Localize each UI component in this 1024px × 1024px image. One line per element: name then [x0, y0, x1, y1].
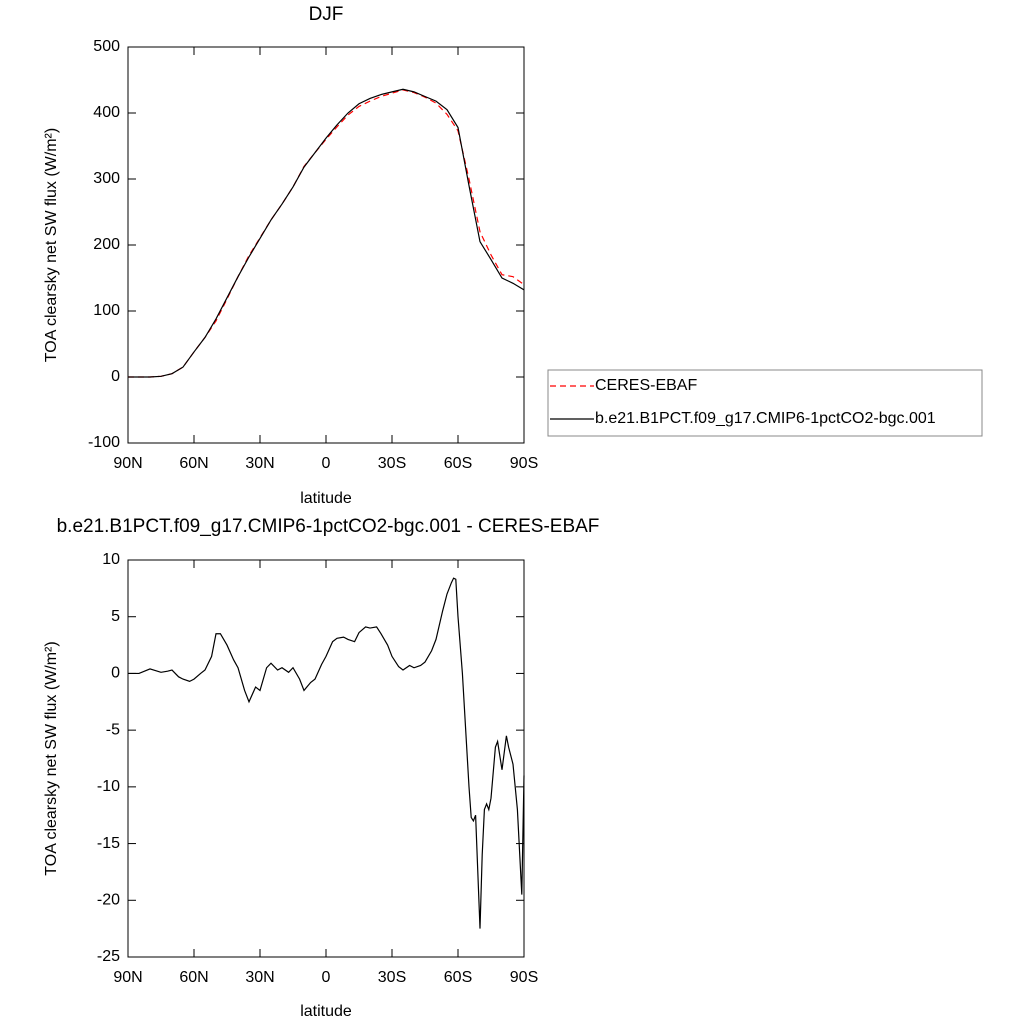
data-line — [128, 89, 525, 378]
y-tick-label: -100 — [88, 434, 120, 451]
y-tick-label: 300 — [93, 170, 120, 187]
x-tick-label: 60S — [444, 969, 472, 986]
x-tick-label: 30S — [378, 969, 406, 986]
y-tick-label: -25 — [97, 948, 120, 965]
y-tick-label: 5 — [111, 608, 120, 625]
legend-label: b.e21.B1PCT.f09_g17.CMIP6-1pctCO2-bgc.00… — [595, 410, 936, 427]
x-tick-label: 60N — [179, 969, 208, 986]
y-tick-label: -20 — [97, 892, 120, 909]
y-tick-label: 0 — [111, 665, 120, 682]
x-tick-label: 90S — [510, 969, 538, 986]
x-axis-label: latitude — [300, 1003, 352, 1020]
x-tick-label: 30N — [245, 455, 274, 472]
data-line — [128, 577, 525, 929]
y-tick-label: -10 — [97, 778, 120, 795]
x-tick-label: 0 — [322, 969, 331, 986]
x-tick-label: 90N — [113, 969, 142, 986]
data-line — [128, 88, 525, 378]
chart-title: DJF — [309, 4, 344, 25]
y-tick-label: -15 — [97, 835, 120, 852]
y-axis-label: TOA clearsky net SW flux (W/m²) — [43, 128, 60, 362]
y-tick-label: 10 — [102, 551, 120, 568]
x-tick-label: 90S — [510, 455, 538, 472]
chart-title: b.e21.B1PCT.f09_g17.CMIP6-1pctCO2-bgc.00… — [57, 516, 600, 537]
y-tick-label: 100 — [93, 302, 120, 319]
plot-frame — [127, 46, 525, 444]
legend-label: CERES-EBAF — [595, 377, 697, 394]
y-tick-label: 200 — [93, 236, 120, 253]
x-axis-label: latitude — [300, 490, 352, 507]
x-tick-label: 30N — [245, 969, 274, 986]
x-tick-label: 90N — [113, 455, 142, 472]
y-tick-label: 400 — [93, 104, 120, 121]
x-tick-label: 60S — [444, 455, 472, 472]
y-tick-label: -5 — [106, 721, 120, 738]
legend-box — [547, 369, 983, 437]
x-tick-label: 0 — [322, 455, 331, 472]
y-tick-label: 0 — [111, 368, 120, 385]
y-tick-label: 500 — [93, 38, 120, 55]
plot-frame — [127, 559, 525, 958]
x-tick-label: 60N — [179, 455, 208, 472]
y-axis-label: TOA clearsky net SW flux (W/m²) — [43, 641, 60, 875]
x-tick-label: 30S — [378, 455, 406, 472]
